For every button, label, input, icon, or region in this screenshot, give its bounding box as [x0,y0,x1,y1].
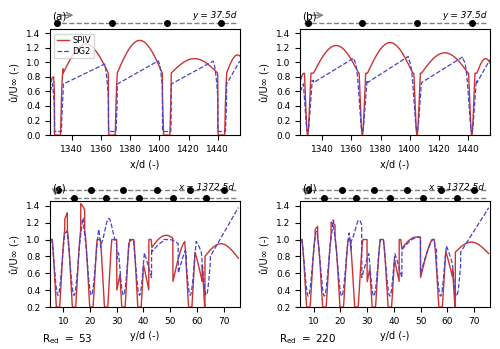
Text: $\mathrm{R_{ed}}\ =\ 53$: $\mathrm{R_{ed}}\ =\ 53$ [42,332,93,346]
X-axis label: x/d (-): x/d (-) [130,159,160,169]
Text: y = 37.5d: y = 37.5d [192,11,236,20]
Text: $\mathrm{R_{ed}}\ =\ 220$: $\mathrm{R_{ed}}\ =\ 220$ [279,332,336,346]
Text: y = 37.5d: y = 37.5d [442,11,487,20]
Y-axis label: û/U∞ (-): û/U∞ (-) [260,235,270,274]
Text: (c): (c) [52,184,66,194]
Text: x = 1372.5d: x = 1372.5d [428,183,484,192]
X-axis label: y/d (-): y/d (-) [380,332,410,341]
Text: (a): (a) [52,12,66,22]
Y-axis label: û/U∞ (-): û/U∞ (-) [10,235,20,274]
X-axis label: y/d (-): y/d (-) [130,332,160,341]
Text: x = 1372.5d: x = 1372.5d [178,183,234,192]
Y-axis label: û/U∞ (-): û/U∞ (-) [10,63,20,102]
Y-axis label: û/U∞ (-): û/U∞ (-) [260,63,270,102]
Text: (d): (d) [302,184,317,194]
Text: (b): (b) [302,12,317,22]
X-axis label: x/d (-): x/d (-) [380,159,410,169]
Legend: SPIV, DG2: SPIV, DG2 [54,34,94,58]
